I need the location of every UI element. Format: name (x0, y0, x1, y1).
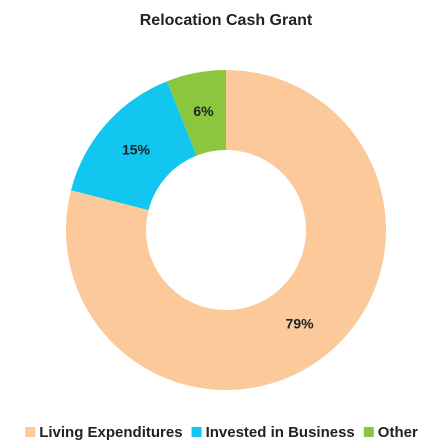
donut-slice (71, 81, 197, 211)
legend-swatch (363, 427, 374, 437)
data-label: 15% (122, 141, 151, 157)
legend-swatch (25, 427, 36, 437)
data-label: 79% (286, 316, 315, 332)
donut-slice (66, 70, 387, 390)
legend-label: Invested in Business (206, 424, 355, 441)
chart-title: Relocation Cash Grant (140, 12, 313, 29)
legend-swatch (191, 427, 202, 437)
legend-label: Living Expenditures (39, 424, 182, 441)
donut-slice (167, 70, 226, 156)
data-label: 6% (193, 103, 214, 119)
legend-label: Other (378, 424, 418, 441)
